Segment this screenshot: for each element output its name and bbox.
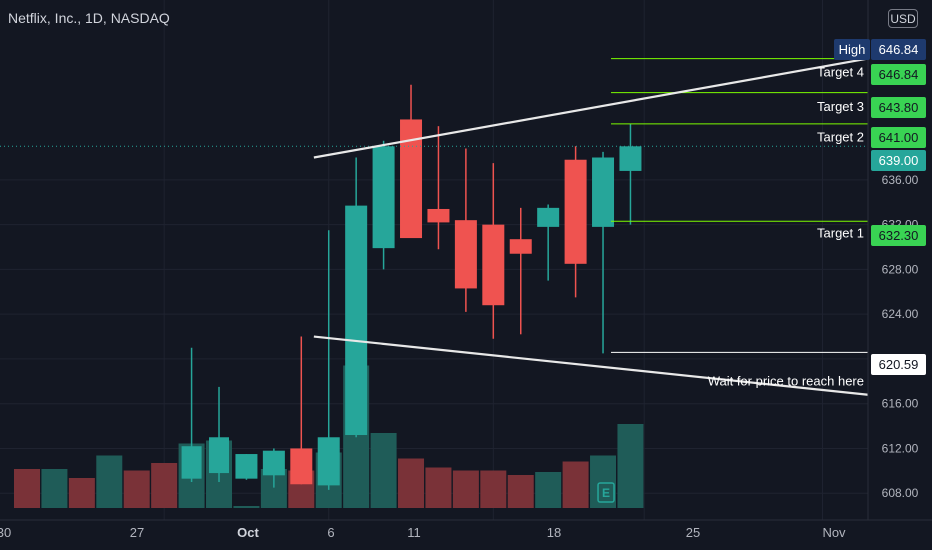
price-label-value: 639.00 [879,153,919,168]
candle[interactable] [454,220,477,289]
volume-bar [425,467,452,508]
candle[interactable] [235,454,258,479]
earnings-marker-icon[interactable] [597,482,615,503]
price-tick-label: 636.00 [882,173,919,187]
price-label-box[interactable] [871,97,926,118]
price-label-value: 643.80 [879,100,919,115]
annotation-label: Wait for price to reach here [708,373,864,388]
annotation-label: Target 1 [817,226,864,241]
candle[interactable] [372,146,395,249]
price-label-box[interactable] [871,225,926,246]
price-label-value: 646.84 [879,42,919,57]
candle[interactable] [427,208,450,223]
volume-bar [590,455,617,508]
candle[interactable] [592,157,615,227]
chart-title: Netflix, Inc., 1D, NASDAQ [8,10,170,26]
volume-bar [233,506,260,508]
price-tick-label: 608.00 [882,486,919,500]
volume-bar [398,458,425,508]
time-tick-label: 30 [0,525,11,540]
volume-bar [452,470,479,508]
price-label-box[interactable] [871,39,926,60]
price-label-value: 620.59 [879,357,919,372]
currency-button[interactable]: USD [888,9,918,28]
time-tick-label: Nov [822,525,846,540]
price-tick-label: 628.00 [882,262,919,276]
volume-bar [617,424,644,508]
volume-bar [123,470,150,508]
volume-bar [562,461,589,508]
annotation-label: Target 4 [817,64,864,79]
price-label-value: 646.84 [879,67,919,82]
price-label-box[interactable] [871,64,926,85]
candle[interactable] [181,446,202,479]
candle[interactable] [290,448,313,485]
price-label-box[interactable] [871,150,926,171]
price-label-box[interactable] [871,354,926,375]
volume-bar [68,478,95,508]
candle[interactable] [345,205,368,436]
price-label-box[interactable] [871,127,926,148]
price-label-text: High [839,42,866,57]
candle[interactable] [400,119,423,239]
trendline[interactable] [313,335,869,396]
trendline[interactable] [313,57,869,159]
candle[interactable] [262,450,285,476]
price-label-value: 632.30 [879,228,919,243]
volume-bar [151,463,178,508]
volume-bar [14,469,40,508]
volume-bar [480,470,507,508]
volume-bar [96,455,123,508]
time-tick-label: 6 [327,525,334,540]
price-label-tag [834,39,870,60]
price-tick-label: 612.00 [882,441,919,455]
volume-bar [370,433,397,508]
candle[interactable] [619,146,642,171]
candle[interactable] [482,224,505,306]
candle[interactable] [537,207,560,227]
volume-bar [535,472,562,508]
volume-bar [507,475,534,508]
earnings-marker-label: E [602,486,610,500]
price-label-value: 641.00 [879,130,919,145]
candle[interactable] [317,437,340,486]
volume-bar [41,469,68,508]
price-tick-label: 616.00 [882,397,919,411]
time-tick-label: 11 [407,525,421,540]
time-tick-label: 25 [686,525,700,540]
time-tick-label: 27 [130,525,144,540]
time-tick-label: 18 [547,525,561,540]
candle[interactable] [509,239,532,254]
annotation-label: Target 3 [817,99,864,114]
candle[interactable] [564,159,587,264]
annotation-label: Target 2 [817,129,864,144]
time-tick-label: Oct [237,525,259,540]
candle[interactable] [209,437,230,474]
price-tick-label: 624.00 [882,307,919,321]
